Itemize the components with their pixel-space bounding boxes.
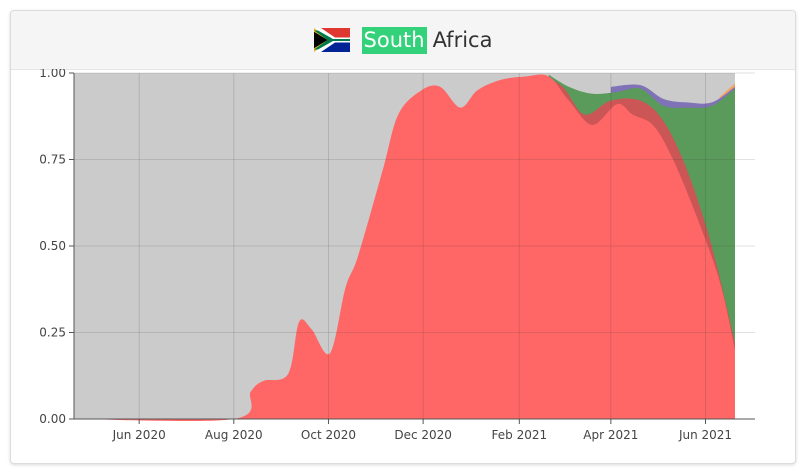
y-tick-label: 1.00 <box>39 69 66 80</box>
page-title: South Africa <box>361 26 493 54</box>
x-tick-label: Jun 2020 <box>112 428 166 442</box>
y-tick-label: 0.75 <box>39 153 66 167</box>
y-tick-label: 0.00 <box>39 412 66 426</box>
country-name-highlight: South <box>361 26 427 54</box>
x-tick-label: Apr 2021 <box>583 428 638 442</box>
y-tick-label: 0.50 <box>39 239 66 253</box>
y-tick-label: 0.25 <box>39 326 66 340</box>
south-africa-flag-icon <box>313 28 350 52</box>
area-chart: 0.00 0.25 0.50 0.75 1.00 Jun 2020 Aug 2020 Oct … <box>11 69 795 463</box>
chart-svg: 0.00 0.25 0.50 0.75 1.00 Jun 2020 Aug 2020 Oct … <box>39 69 755 442</box>
x-tick-label: Aug 2020 <box>205 428 263 442</box>
x-tick-label: Jun 2021 <box>678 428 732 442</box>
header-title-row: South Africa <box>11 11 795 69</box>
series-area-0 <box>74 74 735 422</box>
chart-card: South Africa 0.00 0.25 0.50 0.75 1.00 Jun 202… <box>10 10 796 464</box>
x-tick-label: Dec 2020 <box>394 428 452 442</box>
x-tick-label: Feb 2021 <box>492 428 548 442</box>
x-tick-label: Oct 2020 <box>301 428 356 442</box>
country-name-rest: Africa <box>432 27 493 52</box>
card-header: South Africa <box>11 11 795 70</box>
